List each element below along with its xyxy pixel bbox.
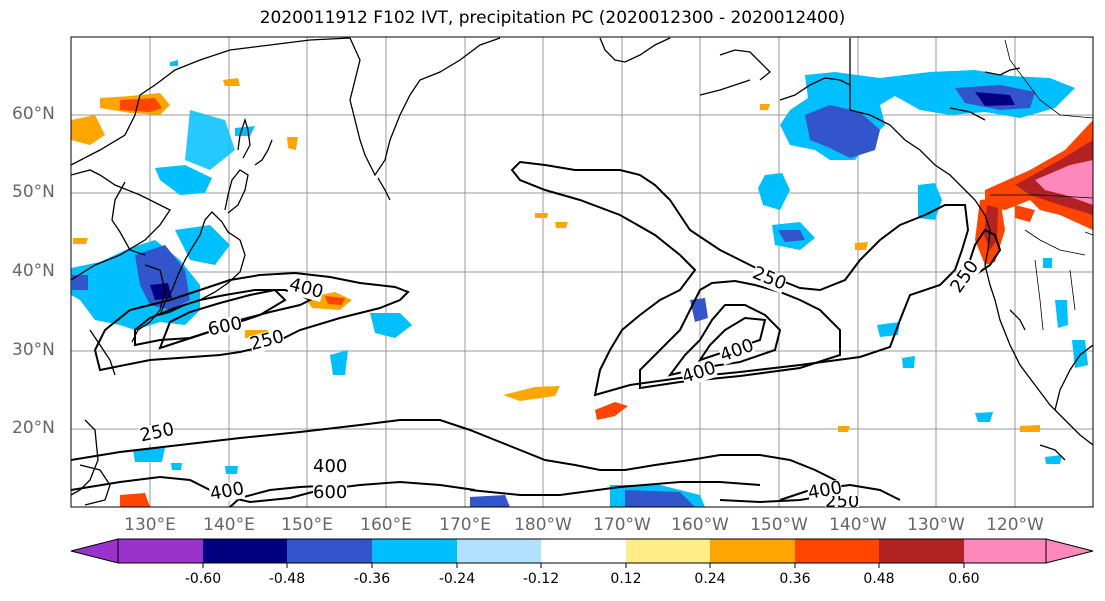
colorbar-bin: [541, 539, 626, 563]
colorbar-tick-label: 0.12: [610, 571, 642, 587]
colorbar-tick-label: -0.48: [268, 571, 306, 587]
lat-label: 20°N: [12, 418, 55, 438]
ivt-contour-label: 600: [313, 482, 348, 503]
lon-label: 130°E: [124, 515, 176, 535]
colorbar-bin: [710, 539, 795, 563]
lon-label: 150°E: [281, 515, 333, 535]
precip-negative-shading: [71, 60, 1088, 507]
colorbar-bin: [795, 539, 879, 563]
precip-positive-shading: [71, 78, 1093, 507]
lon-label: 170°E: [439, 515, 491, 535]
lat-label: 50°N: [12, 182, 55, 202]
colorbar-bin: [118, 539, 203, 563]
colorbar-bin: [287, 539, 372, 563]
colorbar-tick-label: 0.36: [779, 571, 811, 587]
colorbar-bin: [372, 539, 457, 563]
colorbar-bin: [964, 539, 1046, 563]
colorbar-tick-label: -0.36: [353, 571, 391, 587]
lon-label: 160°W: [671, 515, 729, 535]
colorbar-min-extend: [70, 538, 119, 564]
map-title: 2020011912 F102 IVT, precipitation PC (2…: [259, 8, 846, 28]
colorbar-bin: [879, 539, 964, 563]
colorbar-tick-label: -0.24: [438, 571, 476, 587]
colorbar: [70, 538, 1094, 568]
colorbar-tick-label: -0.60: [184, 571, 222, 587]
colorbar-tick-label: 0.60: [948, 571, 980, 587]
map-plot-area: [71, 37, 1093, 507]
lat-label: 40°N: [12, 261, 55, 281]
colorbar-bin: [457, 539, 541, 563]
map-frame: [70, 36, 1094, 508]
colorbar-bin: [626, 539, 710, 563]
lon-label: 150°W: [750, 515, 808, 535]
colorbar-bin: [203, 539, 287, 563]
lon-label: 140°E: [203, 515, 255, 535]
lat-label: 60°N: [12, 104, 55, 124]
colorbar-tick-label: 0.24: [694, 571, 726, 587]
colorbar-frame: [117, 538, 1047, 564]
lon-label: 180°W: [514, 515, 572, 535]
ivt-contour-label: 400: [313, 456, 348, 477]
colorbar-tick-label: 0.48: [863, 571, 895, 587]
lon-label: 140°W: [829, 515, 887, 535]
country-borders: [990, 39, 1093, 331]
lon-label: 170°W: [593, 515, 651, 535]
coastlines: [71, 37, 1093, 506]
lat-label: 30°N: [12, 340, 55, 360]
lon-label: 160°E: [360, 515, 412, 535]
ivt-contour-label: 250: [825, 496, 860, 507]
colorbar-max-extend: [1045, 538, 1094, 564]
lon-label: 130°W: [907, 515, 965, 535]
lon-label: 120°W: [986, 515, 1044, 535]
colorbar-tick-label: -0.12: [522, 571, 560, 587]
